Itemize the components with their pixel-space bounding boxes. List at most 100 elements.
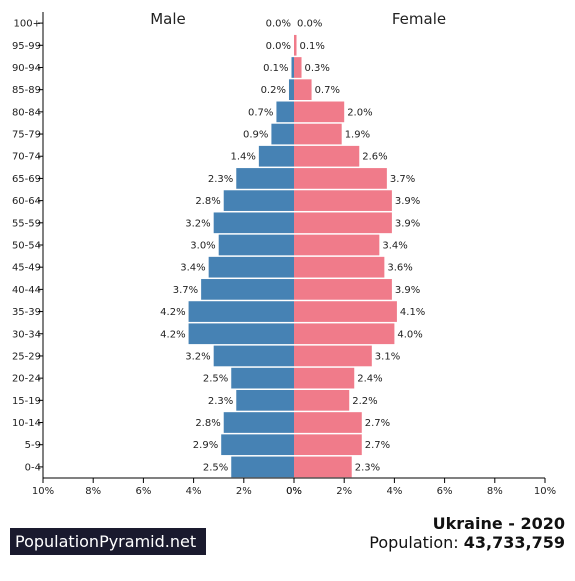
male-value-label: 0.0% <box>266 41 291 52</box>
age-group-label: 75-79 <box>12 130 41 141</box>
male-value-label: 1.4% <box>230 152 255 163</box>
female-bar <box>294 345 372 367</box>
male-bar <box>201 279 294 300</box>
female-bar <box>294 190 392 211</box>
female-bar <box>294 434 362 456</box>
age-group-label: 90-94 <box>12 63 41 74</box>
x-tick-label: 10% <box>32 486 54 497</box>
female-bar <box>294 34 297 56</box>
female-bar <box>294 323 395 345</box>
x-tick-label: 0% <box>286 486 302 497</box>
male-bar <box>276 101 294 123</box>
male-bar <box>291 57 294 78</box>
male-bar <box>218 234 294 256</box>
female-value-label: 2.7% <box>365 418 390 429</box>
male-bar <box>231 456 294 478</box>
female-value-label: 3.9% <box>395 196 420 207</box>
male-value-label: 4.2% <box>160 329 185 340</box>
population-pyramid-chart: Male Female 0.0% 0.0% 0.0% 0.1% 0.1% 0.3% 0.2%… <box>12 10 556 497</box>
male-bar <box>213 212 294 234</box>
female-value-label: 2.6% <box>362 152 387 163</box>
male-bar <box>221 434 294 456</box>
male-value-label: 3.2% <box>185 351 210 362</box>
female-bar <box>294 234 380 256</box>
female-bar <box>294 57 302 78</box>
age-group-label: 0-4 <box>25 462 41 473</box>
female-value-label: 0.1% <box>300 41 325 52</box>
male-value-label: 3.4% <box>180 263 205 274</box>
age-group-label: 10-14 <box>12 418 41 429</box>
x-tick-label: 8% <box>85 486 101 497</box>
male-bar <box>188 301 294 322</box>
female-bar <box>294 412 362 433</box>
female-bar <box>294 301 397 322</box>
female-value-label: 4.1% <box>400 307 425 318</box>
brand-logo[interactable]: PopulationPyramid.net <box>10 528 206 555</box>
population-total: Population: 43,733,759 <box>369 533 565 552</box>
female-bar <box>294 456 352 478</box>
age-group-label: 70-74 <box>12 152 41 163</box>
x-tick-label: 2% <box>336 486 352 497</box>
age-group-label: 50-54 <box>12 241 41 252</box>
age-group-label: 30-34 <box>12 329 41 340</box>
population-value: 43,733,759 <box>463 533 565 552</box>
male-value-label: 2.5% <box>203 374 228 385</box>
female-value-label: 3.6% <box>387 263 412 274</box>
male-value-label: 0.2% <box>261 85 286 96</box>
male-value-label: 0.1% <box>263 63 288 74</box>
male-bar <box>288 79 294 101</box>
female-bar <box>294 123 342 145</box>
female-value-label: 4.0% <box>397 329 422 340</box>
male-bar <box>271 123 294 145</box>
x-tick-label: 0% <box>286 486 302 497</box>
female-bar <box>294 168 387 189</box>
male-value-label: 0.7% <box>248 107 273 118</box>
female-value-label: 0.7% <box>315 85 340 96</box>
x-tick-label: 6% <box>135 486 151 497</box>
female-value-label: 0.3% <box>305 63 330 74</box>
female-bar <box>294 79 312 101</box>
female-value-label: 2.3% <box>355 462 380 473</box>
male-bar <box>236 389 294 411</box>
x-tick-label: 4% <box>186 486 202 497</box>
male-value-label: 2.9% <box>193 440 218 451</box>
female-value-label: 2.0% <box>347 107 372 118</box>
age-group-label: 25-29 <box>12 351 41 362</box>
male-value-label: 2.8% <box>195 418 220 429</box>
female-value-label: 3.4% <box>382 241 407 252</box>
female-value-label: 2.7% <box>365 440 390 451</box>
female-bar <box>294 279 392 300</box>
axes-group: 100+ 95-99 90-94 85-89 80-84 75-79 70-74 65-69 6… <box>12 12 556 497</box>
age-group-label: 40-44 <box>12 285 41 296</box>
x-tick-label: 10% <box>534 486 556 497</box>
age-group-label: 60-64 <box>12 196 41 207</box>
male-bar <box>258 145 294 167</box>
male-bar <box>213 345 294 367</box>
male-value-label: 0.0% <box>266 19 291 30</box>
age-group-label: 100+ <box>14 19 41 30</box>
female-value-label: 2.2% <box>352 396 377 407</box>
male-bar <box>208 256 294 278</box>
male-series-label: Male <box>150 10 186 28</box>
x-tick-label: 2% <box>236 486 252 497</box>
age-group-label: 65-69 <box>12 174 41 185</box>
male-bar <box>188 323 294 345</box>
female-bar <box>294 212 392 234</box>
male-bar <box>236 168 294 189</box>
bars-group: 0.0% 0.0% 0.0% 0.1% 0.1% 0.3% 0.2% 0.7% 0.7% 2.0%… <box>160 19 425 478</box>
female-bar <box>294 367 355 389</box>
female-bar <box>294 389 350 411</box>
male-bar <box>223 412 294 433</box>
x-tick-label: 4% <box>386 486 402 497</box>
male-value-label: 4.2% <box>160 307 185 318</box>
male-value-label: 3.7% <box>173 285 198 296</box>
age-group-label: 5-9 <box>25 440 41 451</box>
male-value-label: 2.3% <box>208 174 233 185</box>
female-bar <box>294 145 360 167</box>
age-group-label: 80-84 <box>12 107 41 118</box>
male-value-label: 0.9% <box>243 130 268 141</box>
male-value-label: 2.8% <box>195 196 220 207</box>
female-value-label: 1.9% <box>345 130 370 141</box>
male-bar <box>223 190 294 211</box>
female-value-label: 3.1% <box>375 351 400 362</box>
